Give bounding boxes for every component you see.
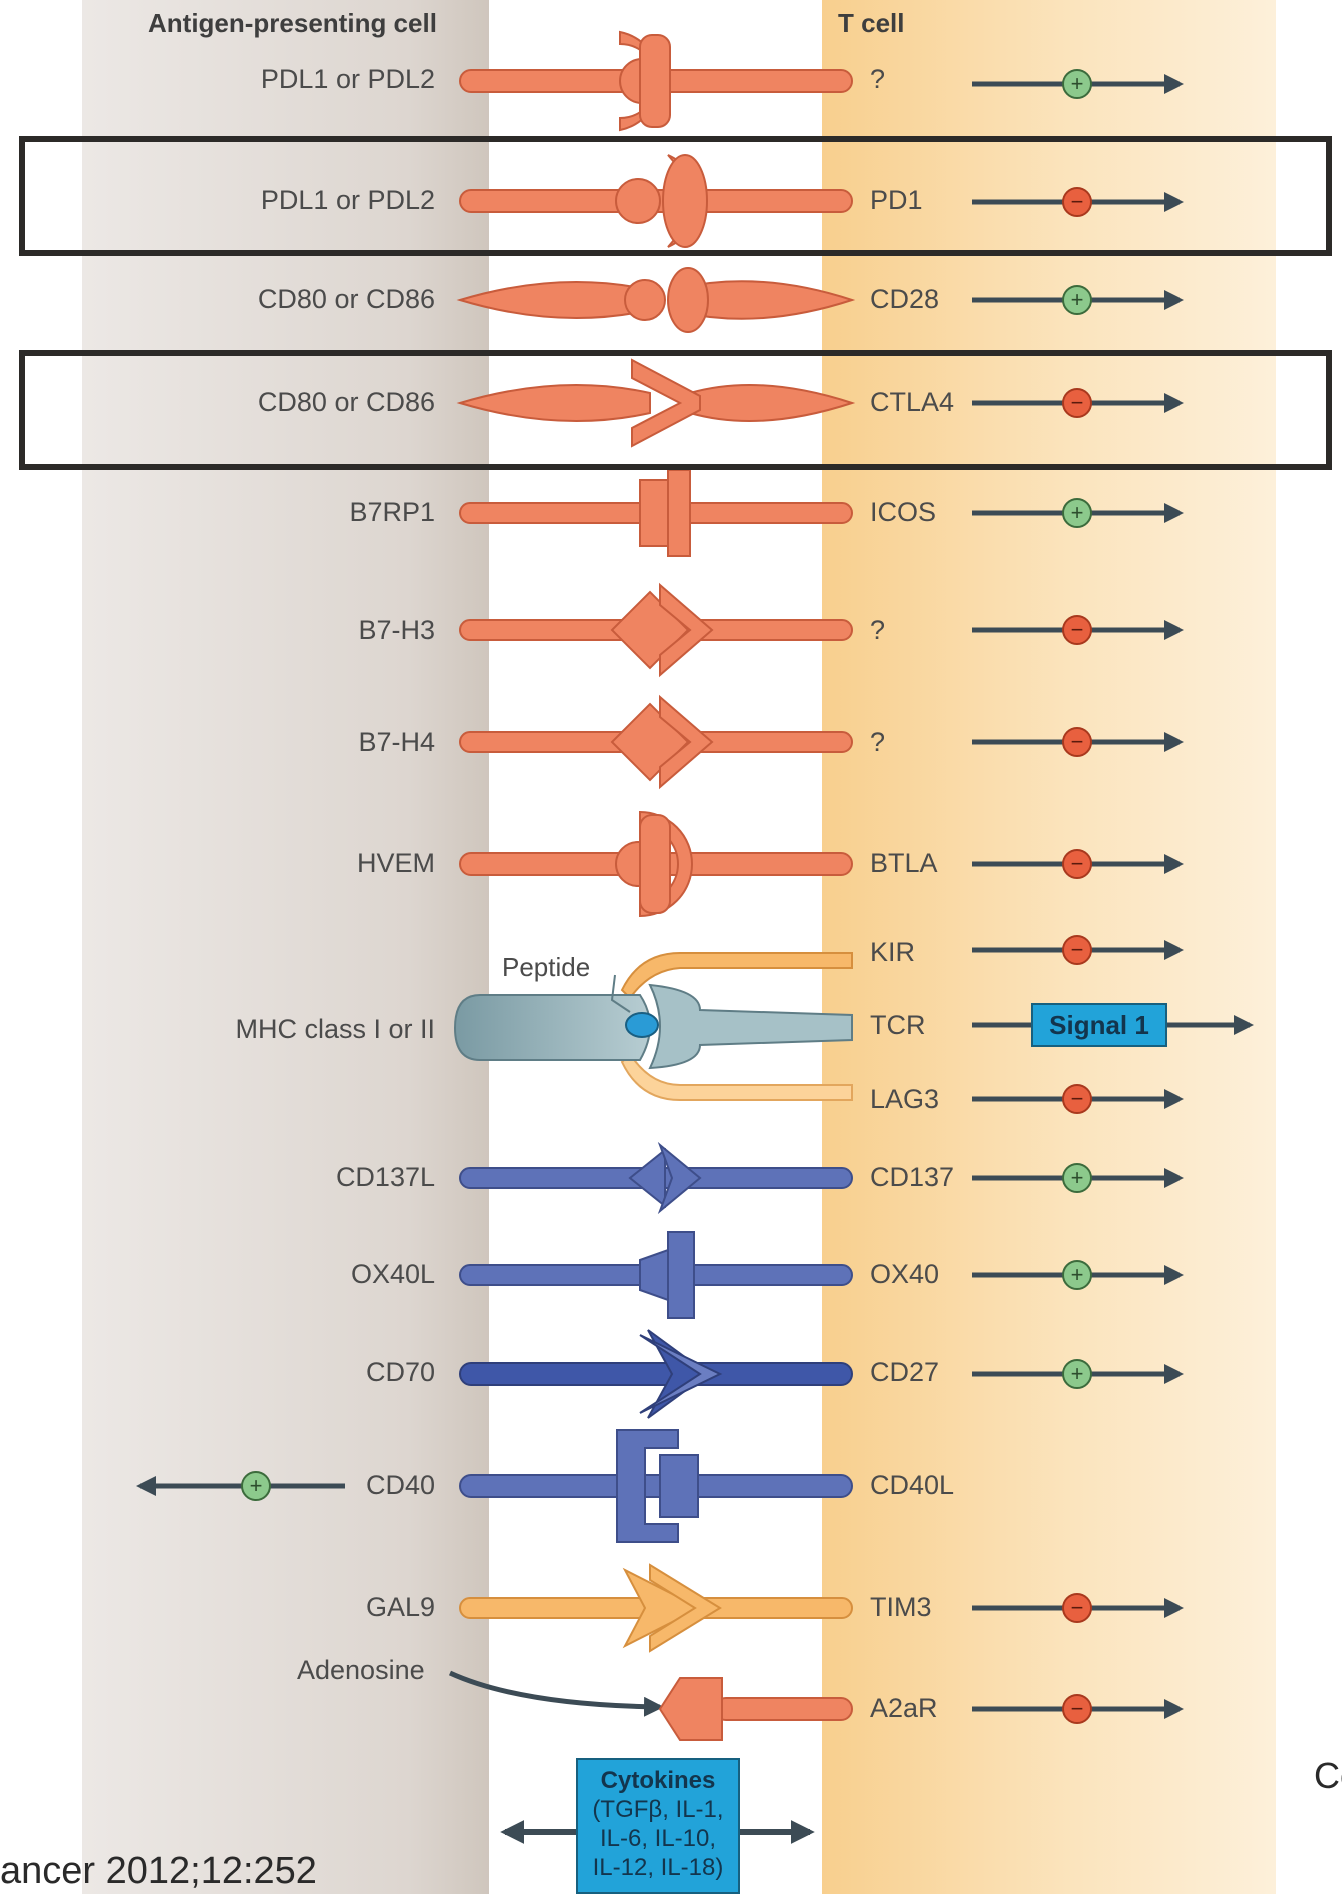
plus-icon bbox=[1062, 69, 1092, 99]
minus-icon bbox=[1062, 1593, 1092, 1623]
minus-icon bbox=[1062, 935, 1092, 965]
svg-text:+: + bbox=[250, 1473, 263, 1498]
cytokines-line-1: (TGFβ, IL-1, bbox=[592, 1796, 724, 1823]
minus-sign: − bbox=[1071, 1086, 1084, 1111]
plus-sign: + bbox=[1071, 71, 1084, 96]
minus-sign: − bbox=[1071, 617, 1084, 642]
label-cd40l: CD40L bbox=[870, 1470, 955, 1500]
minus-icon bbox=[1062, 187, 1092, 217]
plus-sign: + bbox=[1071, 1361, 1084, 1386]
label-mhc: MHC class I or II bbox=[235, 1014, 435, 1044]
label-pdl-2: PDL1 or PDL2 bbox=[260, 185, 435, 215]
cytokines-title: Cytokines bbox=[600, 1767, 716, 1794]
minus-sign: − bbox=[1071, 1595, 1084, 1620]
label-b7h4: B7-H4 bbox=[358, 727, 435, 757]
minus-sign: − bbox=[1071, 1696, 1084, 1721]
label-pd1: PD1 bbox=[870, 185, 923, 215]
label-ctla4: CTLA4 bbox=[870, 387, 955, 417]
label-ox40l: OX40L bbox=[350, 1259, 435, 1289]
tcell-region bbox=[822, 0, 1276, 1894]
label-b7rp1: B7RP1 bbox=[349, 497, 435, 527]
label-adenosine: Adenosine bbox=[297, 1655, 425, 1685]
pair-cd80-cd28 bbox=[456, 267, 856, 333]
apc-header: Antigen-presenting cell bbox=[148, 8, 437, 38]
pair-cd70-cd27 bbox=[459, 1329, 853, 1419]
label-cd80-2: CD80 or CD86 bbox=[257, 387, 435, 417]
plus-icon bbox=[1062, 1163, 1092, 1193]
label-cd40: CD40 bbox=[365, 1470, 435, 1500]
label-ox40: OX40 bbox=[870, 1259, 940, 1289]
label-cd137l: CD137L bbox=[335, 1162, 435, 1192]
signal1-box: Signal 1 bbox=[1031, 1003, 1167, 1047]
pair-adenosine-a2ar bbox=[448, 1670, 853, 1741]
plus-icon bbox=[1062, 1359, 1092, 1389]
label-hvem: HVEM bbox=[356, 848, 435, 878]
label-b7h3: B7-H3 bbox=[358, 615, 435, 645]
minus-sign: − bbox=[1071, 937, 1084, 962]
citation-right: Co bbox=[1314, 1755, 1342, 1796]
label-a2ar: A2aR bbox=[870, 1693, 938, 1723]
pair-cd80-ctla4 bbox=[456, 358, 856, 448]
pair-hvem-btla bbox=[459, 810, 853, 918]
label-tim3: TIM3 bbox=[870, 1592, 932, 1622]
pair-cd137l-cd137 bbox=[459, 1141, 853, 1215]
label-kir: KIR bbox=[870, 937, 916, 967]
label-pdl-1: PDL1 or PDL2 bbox=[260, 64, 435, 94]
label-cd28: CD28 bbox=[870, 284, 940, 314]
label-tcr: TCR bbox=[870, 1010, 926, 1040]
minus-sign: − bbox=[1071, 851, 1084, 876]
minus-icon bbox=[1062, 1084, 1092, 1114]
label-gal9: GAL9 bbox=[365, 1592, 435, 1622]
pair-b7rp1-icos bbox=[459, 469, 853, 557]
plus-sign: + bbox=[1071, 1165, 1084, 1190]
label-cd137: CD137 bbox=[870, 1162, 955, 1192]
tcell-signal-arrows: + − + − + − − − − − + + + − − bbox=[972, 69, 1184, 1724]
highlight-box-pd1 bbox=[19, 136, 1332, 256]
label-peptide: Peptide bbox=[502, 952, 591, 982]
plus-sign: + bbox=[1071, 500, 1084, 525]
pair-pdl-unknown bbox=[459, 30, 853, 132]
minus-icon bbox=[1062, 1694, 1092, 1724]
label-btla: BTLA bbox=[870, 848, 938, 878]
pair-b7h4-unknown bbox=[459, 694, 853, 790]
plus-icon bbox=[1062, 1260, 1092, 1290]
citation-left: ancer 2012;12:252 bbox=[0, 1850, 317, 1892]
label-icos: ICOS bbox=[870, 497, 937, 527]
label-cd27: CD27 bbox=[870, 1357, 940, 1387]
minus-icon bbox=[1062, 849, 1092, 879]
highlight-box-ctla4 bbox=[19, 350, 1332, 470]
minus-sign: − bbox=[1071, 189, 1084, 214]
minus-icon bbox=[1062, 615, 1092, 645]
plus-icon bbox=[1062, 498, 1092, 528]
label-cd70: CD70 bbox=[365, 1357, 435, 1387]
label-unknown-2: ? bbox=[870, 615, 886, 645]
minus-icon bbox=[1062, 727, 1092, 757]
cytokines-box: Cytokines (TGFβ, IL-1, IL-6, IL-10, IL-1… bbox=[576, 1758, 740, 1894]
plus-sign: + bbox=[1071, 1262, 1084, 1287]
apc-region bbox=[82, 0, 489, 1894]
label-unknown-1: ? bbox=[870, 64, 886, 94]
pair-b7h3-unknown bbox=[459, 582, 853, 678]
pair-pdl-pd1 bbox=[459, 154, 853, 248]
cytokines-line-2: IL-6, IL-10, bbox=[599, 1825, 717, 1852]
plus-icon bbox=[1062, 285, 1092, 315]
cytokines-line-3: IL-12, IL-18) bbox=[592, 1854, 724, 1881]
minus-sign: − bbox=[1071, 390, 1084, 415]
plus-sign: + bbox=[1071, 287, 1084, 312]
label-cd80-1: CD80 or CD86 bbox=[257, 284, 435, 314]
tcell-header: T cell bbox=[838, 8, 905, 38]
minus-sign: − bbox=[1071, 729, 1084, 754]
pair-cd40-cd40l bbox=[459, 1429, 853, 1543]
minus-icon bbox=[1062, 388, 1092, 418]
label-lag3: LAG3 bbox=[870, 1084, 940, 1114]
label-unknown-3: ? bbox=[870, 727, 886, 757]
complex-mhc-tcr bbox=[453, 952, 853, 1101]
pair-ox40l-ox40 bbox=[459, 1231, 853, 1319]
cd40-signal-arrow: + bbox=[136, 1471, 345, 1501]
pair-gal9-tim3 bbox=[459, 1563, 853, 1653]
